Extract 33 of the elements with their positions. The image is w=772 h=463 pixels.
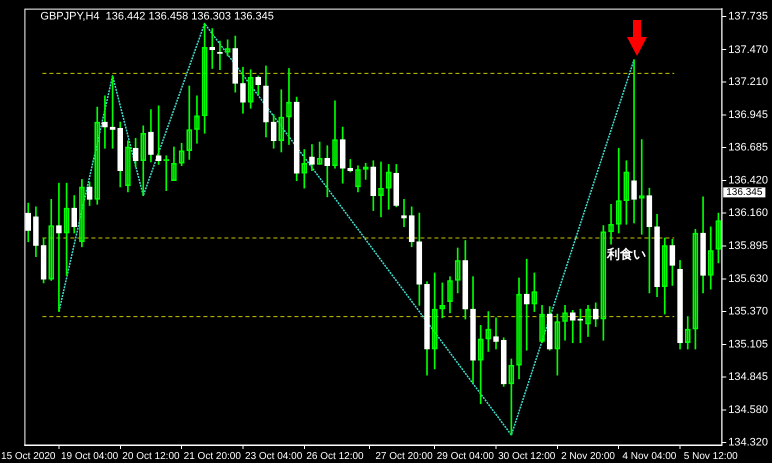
annotation: 利食い bbox=[606, 246, 646, 262]
x-tick-label: 21 Oct 20:00 bbox=[184, 450, 242, 462]
chart-title: GBPJPY,H4 136.442 136.458 136.303 136.345 bbox=[40, 10, 274, 23]
candlestick bbox=[401, 199, 407, 228]
x-tick-label: 23 Oct 04:00 bbox=[245, 450, 303, 462]
candlestick bbox=[631, 59, 637, 224]
text: 136.345 bbox=[726, 187, 763, 198]
x-tick-label: 5 Nov 12:00 bbox=[684, 450, 738, 462]
y-tick-label: 136.685 bbox=[728, 142, 768, 154]
y-tick-label: 135.630 bbox=[728, 273, 768, 286]
x-tick-label: 4 Nov 04:00 bbox=[622, 450, 677, 462]
x-tick-label: 20 Oct 12:00 bbox=[122, 450, 180, 462]
y-tick-label: 135.105 bbox=[728, 338, 768, 351]
y-tick-label: 135.895 bbox=[728, 240, 768, 252]
y-tick-label: 137.210 bbox=[728, 76, 768, 88]
x-tick-label: 27 Oct 20:00 bbox=[375, 450, 434, 462]
y-tick-label: 134.320 bbox=[728, 436, 768, 449]
x-tick-label: 2 Nov 20:00 bbox=[561, 450, 616, 462]
y-tick-label: 134.580 bbox=[728, 404, 768, 416]
y-tick-label: 136.420 bbox=[728, 174, 768, 187]
x-tick-label: 29 Oct 04:00 bbox=[436, 450, 494, 462]
y-tick-label: 134.845 bbox=[728, 371, 768, 384]
candlestick bbox=[493, 317, 499, 350]
y-tick-label: 136.945 bbox=[728, 109, 768, 122]
x-tick-label: 30 Oct 12:00 bbox=[498, 450, 556, 462]
x-tick-label: 19 Oct 04:00 bbox=[60, 450, 119, 462]
y-tick-label: 137.735 bbox=[728, 10, 768, 23]
y-tick-label: 137.470 bbox=[728, 44, 768, 56]
x-tick-label: 15 Oct 2020 bbox=[1, 450, 56, 462]
y-tick-label: 135.370 bbox=[728, 306, 768, 318]
candlestick bbox=[102, 96, 108, 149]
x-tick-label: 26 Oct 12:00 bbox=[306, 450, 364, 462]
y-tick-label: 136.160 bbox=[728, 207, 768, 220]
